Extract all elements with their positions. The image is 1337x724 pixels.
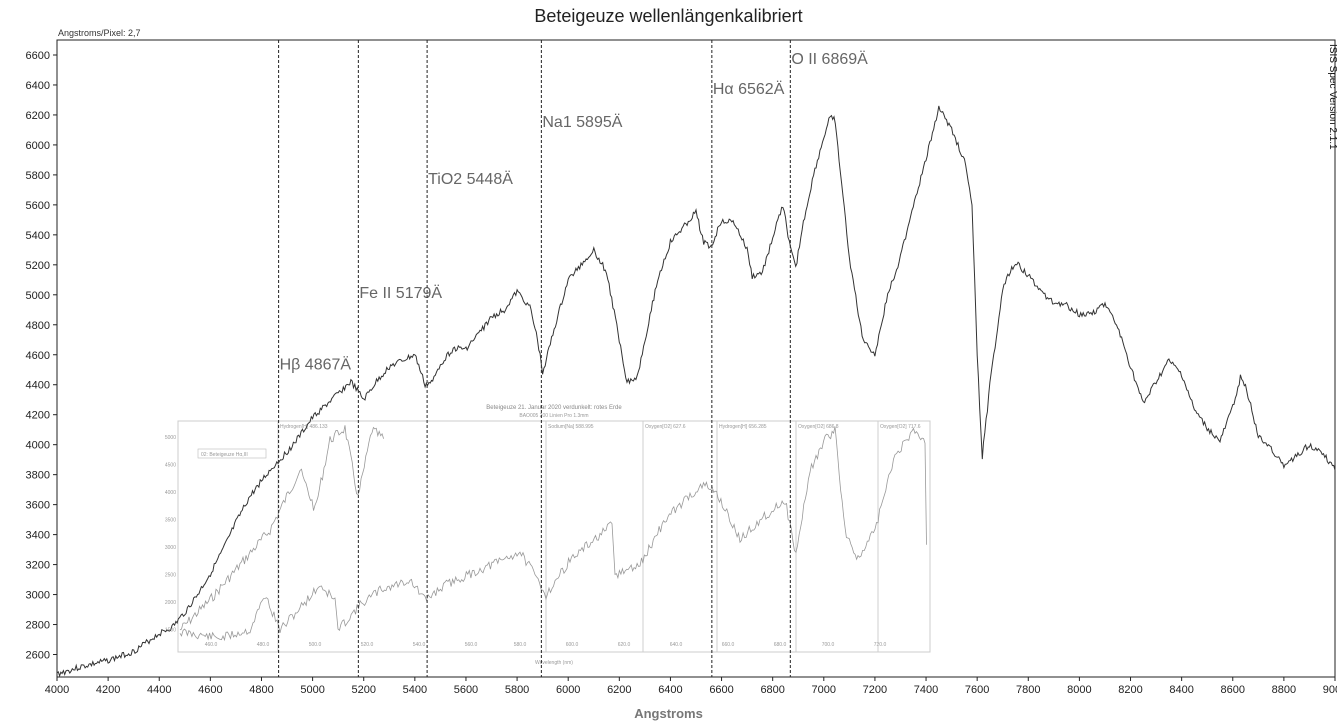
spectral-line-label: Fe II 5179Ä <box>359 284 442 302</box>
spectral-line-label: Hβ 4867Ä <box>280 356 352 374</box>
inset-x-label: Wavelength (nm) <box>535 660 573 666</box>
spectral-line-label: Hα 6562Ä <box>713 80 785 98</box>
inset-x-tick: 600.0 <box>566 642 579 648</box>
y-tick-label: 4800 <box>26 320 50 332</box>
inset-title: Beteigeuze 21. Januar 2020 verdunkelt: r… <box>486 405 622 411</box>
x-tick-label: 7400 <box>914 684 938 696</box>
inset-overlay: Beteigeuze 21. Januar 2020 verdunkelt: r… <box>165 405 931 666</box>
inset-subtitle: BAO005 200 Linien Pro 1.3mm <box>519 413 588 419</box>
y-tick-label: 6200 <box>26 110 50 122</box>
inset-y-tick: 2500 <box>165 573 176 579</box>
x-tick-label: 4000 <box>45 684 69 696</box>
inset-marker-label: Oxygen[O2] 686.8 <box>798 424 839 430</box>
y-tick-label: 3600 <box>26 500 50 512</box>
inset-x-tick: 540.0 <box>413 642 426 648</box>
x-tick-label: 6000 <box>556 684 580 696</box>
y-tick-label: 4000 <box>26 440 50 452</box>
inset-x-tick: 660.0 <box>722 642 735 648</box>
inset-x-tick: 640.0 <box>670 642 683 648</box>
y-tick-label: 6600 <box>26 50 50 62</box>
x-tick-label: 7800 <box>1016 684 1040 696</box>
y-tick-label: 2800 <box>26 620 50 632</box>
x-tick-label: 9000 <box>1323 684 1337 696</box>
software-version-label: ISIS Spec Version 2.1.1 <box>1327 44 1337 150</box>
inset-y-tick: 3500 <box>165 518 176 524</box>
y-tick-label: 5000 <box>26 290 50 302</box>
x-tick-label: 8600 <box>1221 684 1245 696</box>
y-tick-label: 6000 <box>26 140 50 152</box>
y-tick-label: 5400 <box>26 230 50 242</box>
x-tick-label: 6400 <box>658 684 682 696</box>
inset-y-tick: 4000 <box>165 490 176 496</box>
plot-frame <box>56 39 1336 678</box>
y-tick-label: 4400 <box>26 380 50 392</box>
inset-marker-label: Hydrogen[H] 486.133 <box>280 424 328 430</box>
x-tick-label: 5200 <box>351 684 375 696</box>
inset-x-tick: 560.0 <box>465 642 478 648</box>
inset-frame <box>177 420 931 653</box>
y-tick-label: 3800 <box>26 470 50 482</box>
x-tick-label: 5800 <box>505 684 529 696</box>
x-tick-label: 4400 <box>147 684 171 696</box>
x-tick-label: 6800 <box>760 684 784 696</box>
chart-title: Beteigeuze wellenlängenkalibriert <box>534 6 803 26</box>
inset-x-tick: 620.0 <box>618 642 631 648</box>
inset-x-tick: 720.0 <box>874 642 887 648</box>
inset-marker-label: Oxygen[O2] 627.6 <box>645 424 686 430</box>
inset-y-tick: 5000 <box>165 435 176 441</box>
inset-x-tick: 480.0 <box>257 642 270 648</box>
y-tick-label: 5800 <box>26 170 50 182</box>
spectral-markers: Hβ 4867Ä Fe II 5179Ä TiO2 5448Ä Na1 5895Ä Hα… <box>278 40 868 677</box>
x-tick-label: 5400 <box>403 684 427 696</box>
y-tick-label: 4200 <box>26 410 50 422</box>
series-layer <box>56 105 1336 678</box>
spectral-line-label: O II 6869Ä <box>791 50 868 68</box>
x-tick-label: 8200 <box>1118 684 1142 696</box>
inset-spectrum-lower <box>179 426 927 642</box>
inset-y-tick: 3000 <box>165 545 176 551</box>
spectrum-line <box>56 105 1336 678</box>
pixel-scale-label: Angstroms/Pixel: 2,7 <box>58 28 141 38</box>
x-tick-label: 8800 <box>1272 684 1296 696</box>
inset-marker-label: Hydrogen[H] 656.285 <box>719 424 767 430</box>
x-tick-label: 4200 <box>96 684 120 696</box>
y-tick-label: 6400 <box>26 80 50 92</box>
x-tick-label: 5000 <box>300 684 324 696</box>
inset-x-tick: 680.0 <box>774 642 787 648</box>
inset-legend: 02: Beteigeuze Hα,III <box>201 452 248 458</box>
inset-spectrum-upper <box>179 425 384 631</box>
inset-marker-label: Sodium[Na] 588.995 <box>548 424 594 430</box>
inset-x-tick: 460.0 <box>205 642 218 648</box>
y-tick-label: 3400 <box>26 530 50 542</box>
inset-x-tick: 520.0 <box>361 642 374 648</box>
spectral-line-label: Na1 5895Ä <box>542 113 622 131</box>
x-tick-label: 5600 <box>454 684 478 696</box>
x-tick-label: 4600 <box>198 684 222 696</box>
x-tick-label: 6600 <box>709 684 733 696</box>
x-tick-label: 7200 <box>863 684 887 696</box>
inset-legend-box <box>197 448 267 459</box>
y-tick-label: 3200 <box>26 560 50 572</box>
y-tick-label: 3000 <box>26 590 50 602</box>
inset-y-tick: 4500 <box>165 463 176 469</box>
y-tick-label: 5600 <box>26 200 50 212</box>
x-tick-label: 8000 <box>1067 684 1091 696</box>
inset-marker-label: Oxygen[O2] 717.6 <box>880 424 921 430</box>
axes: 4000 4200 4400 4600 4800 5000 5200 5400 5600 5800… <box>26 39 1337 696</box>
inset-y-tick: 2000 <box>165 600 176 606</box>
x-tick-label: 8400 <box>1169 684 1193 696</box>
y-tick-label: 5200 <box>26 260 50 272</box>
inset-x-tick: 580.0 <box>514 642 527 648</box>
y-tick-label: 4600 <box>26 350 50 362</box>
spectral-line-label: TiO2 5448Ä <box>428 170 513 188</box>
x-tick-label: 6200 <box>607 684 631 696</box>
inset-x-tick: 700.0 <box>822 642 835 648</box>
x-tick-label: 4800 <box>249 684 273 696</box>
x-tick-label: 7600 <box>965 684 989 696</box>
y-tick-label: 2600 <box>26 650 50 662</box>
x-axis-label: Angstroms <box>634 706 703 721</box>
x-tick-label: 7000 <box>812 684 836 696</box>
inset-x-tick: 500.0 <box>309 642 322 648</box>
